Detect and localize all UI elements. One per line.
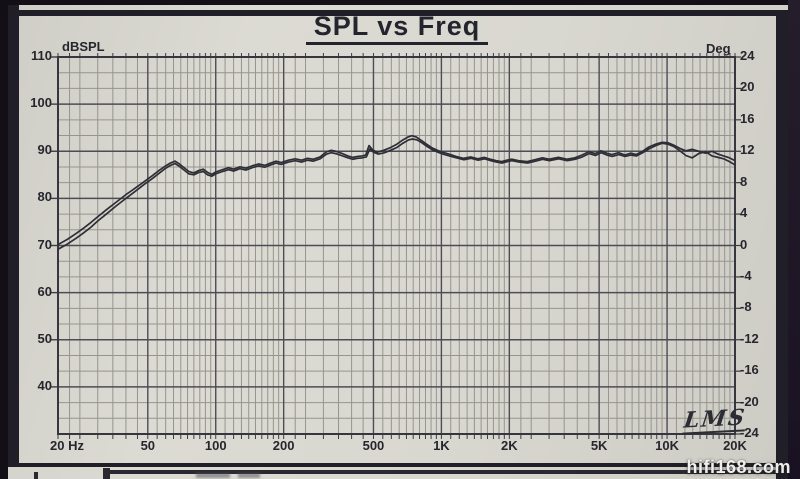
- x-tick-label: 500: [362, 438, 385, 453]
- y-right-tick-label: 24: [740, 48, 755, 63]
- y-left-tick-label: 90: [37, 142, 52, 158]
- printed-border-bottom: [8, 463, 788, 467]
- y-left-tick-label: 70: [37, 236, 52, 252]
- y-right-tick-label: -8: [740, 299, 752, 315]
- x-tick-label: 100: [204, 438, 227, 453]
- lms-logo: LMS: [682, 404, 748, 435]
- y-right-tick-label: 12: [740, 142, 755, 158]
- x-tick-label: 20K: [723, 438, 747, 453]
- photo-edge-top: [0, 0, 800, 5]
- y-right-tick-label: 16: [740, 110, 755, 126]
- x-tick-label: 50: [140, 438, 156, 453]
- x-tick-label: 1K: [433, 438, 450, 453]
- y-left-tick-label: 110: [31, 48, 52, 63]
- x-tick-label: 200: [272, 438, 295, 453]
- y-right-tick-label: -4: [740, 267, 752, 283]
- cutoff-text-artifact: [238, 473, 260, 478]
- y-right-tick-label: 8: [740, 173, 748, 189]
- spl-frequency-plot: [51, 53, 741, 439]
- photo-edge-right: [788, 0, 800, 479]
- page-title: SPL vs Freq: [0, 11, 794, 45]
- right-axis-unit-label: Deg: [706, 41, 731, 56]
- cutoff-text-artifact: [196, 473, 230, 478]
- spl-trace-2: [57, 138, 736, 251]
- y-right-tick-label: 20: [740, 79, 755, 95]
- y-left-tick-label: 40: [37, 377, 52, 393]
- y-right-tick-label: -12: [740, 330, 759, 346]
- cutoff-section-top-rule: [110, 470, 776, 474]
- y-left-tick-label: 100: [30, 95, 52, 111]
- spl-trace-1: [57, 134, 736, 246]
- x-tick-label: 5K: [590, 438, 608, 453]
- x-tick-label: 2K: [501, 438, 518, 453]
- y-right-tick-label: -20: [740, 393, 759, 409]
- y-right-tick-label: 4: [740, 205, 748, 221]
- printed-border-top: [8, 10, 787, 16]
- photo-edge-left: [0, 0, 8, 479]
- cutoff-section-divider: [103, 468, 110, 479]
- x-tick-label: 20 Hz: [50, 438, 84, 453]
- watermark: hifi168.com: [686, 457, 791, 477]
- printed-border-right: [776, 10, 788, 479]
- cutoff-print-mark: [34, 472, 38, 479]
- y-right-tick-label: -16: [740, 362, 759, 378]
- x-tick-label: 10K: [655, 438, 679, 453]
- y-right-tick-label: -24: [740, 425, 759, 440]
- printed-border-left: [8, 4, 19, 467]
- y-right-tick-label: 0: [740, 236, 748, 252]
- y-left-tick-label: 50: [37, 330, 52, 346]
- y-left-tick-label: 80: [37, 189, 52, 205]
- y-left-tick-label: 60: [37, 283, 52, 299]
- left-axis-unit-label: dBSPL: [62, 39, 105, 54]
